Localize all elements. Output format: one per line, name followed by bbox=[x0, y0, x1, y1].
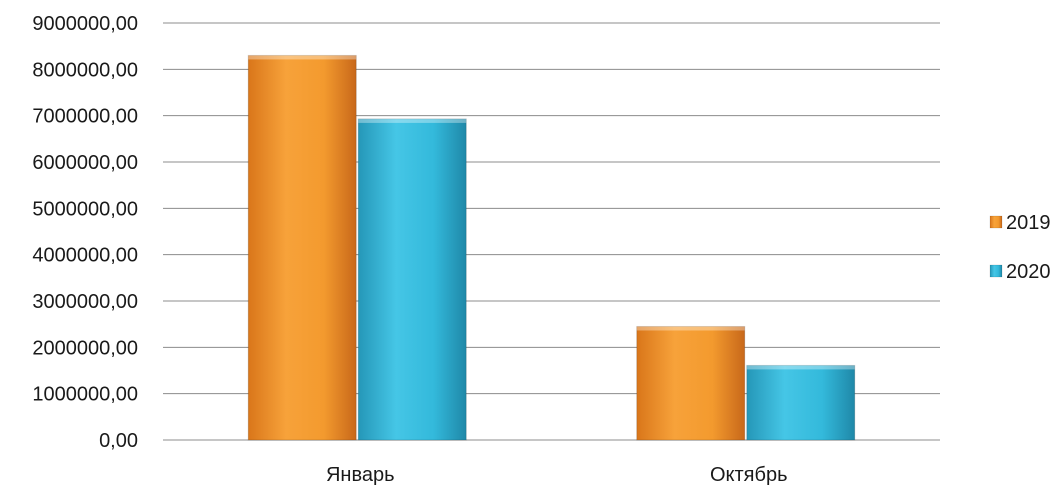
bar-2020-1 bbox=[357, 118, 467, 441]
legend-swatch-2020 bbox=[989, 264, 1003, 278]
bar-2019-1 bbox=[247, 54, 357, 441]
legend: 2019 2020 bbox=[989, 212, 1051, 283]
y-tick-label: 6000000,00 bbox=[32, 152, 138, 174]
y-tick-label: 1000000,00 bbox=[32, 384, 138, 406]
y-axis-tick-labels: 0,00 1000000,00 2000000,00 3000000,00 400000… bbox=[32, 13, 138, 452]
bar-highlight bbox=[746, 365, 855, 370]
y-tick-label: 3000000,00 bbox=[32, 291, 138, 313]
bar-highlight bbox=[636, 326, 745, 331]
x-category-label: Октябрь bbox=[710, 464, 788, 486]
y-tick-label: 4000000,00 bbox=[32, 245, 138, 267]
legend-label: 2020 bbox=[1006, 261, 1051, 283]
y-tick-label: 2000000,00 bbox=[32, 337, 138, 359]
x-axis-category-labels: Январь Октябрь bbox=[326, 464, 788, 486]
bars bbox=[247, 54, 856, 441]
legend-label: 2019 bbox=[1006, 212, 1051, 234]
legend-swatch-2019 bbox=[989, 215, 1003, 229]
x-category-label: Январь bbox=[326, 464, 395, 486]
bar-highlight bbox=[358, 118, 467, 123]
y-tick-label: 7000000,00 bbox=[32, 106, 138, 128]
y-tick-label: 5000000,00 bbox=[32, 198, 138, 220]
bar-2019-2 bbox=[636, 325, 746, 441]
bar-2020-2 bbox=[746, 364, 856, 441]
y-tick-label: 0,00 bbox=[99, 430, 138, 452]
bar-highlight bbox=[248, 55, 357, 60]
y-tick-label: 9000000,00 bbox=[32, 13, 138, 35]
y-tick-label: 8000000,00 bbox=[32, 59, 138, 81]
